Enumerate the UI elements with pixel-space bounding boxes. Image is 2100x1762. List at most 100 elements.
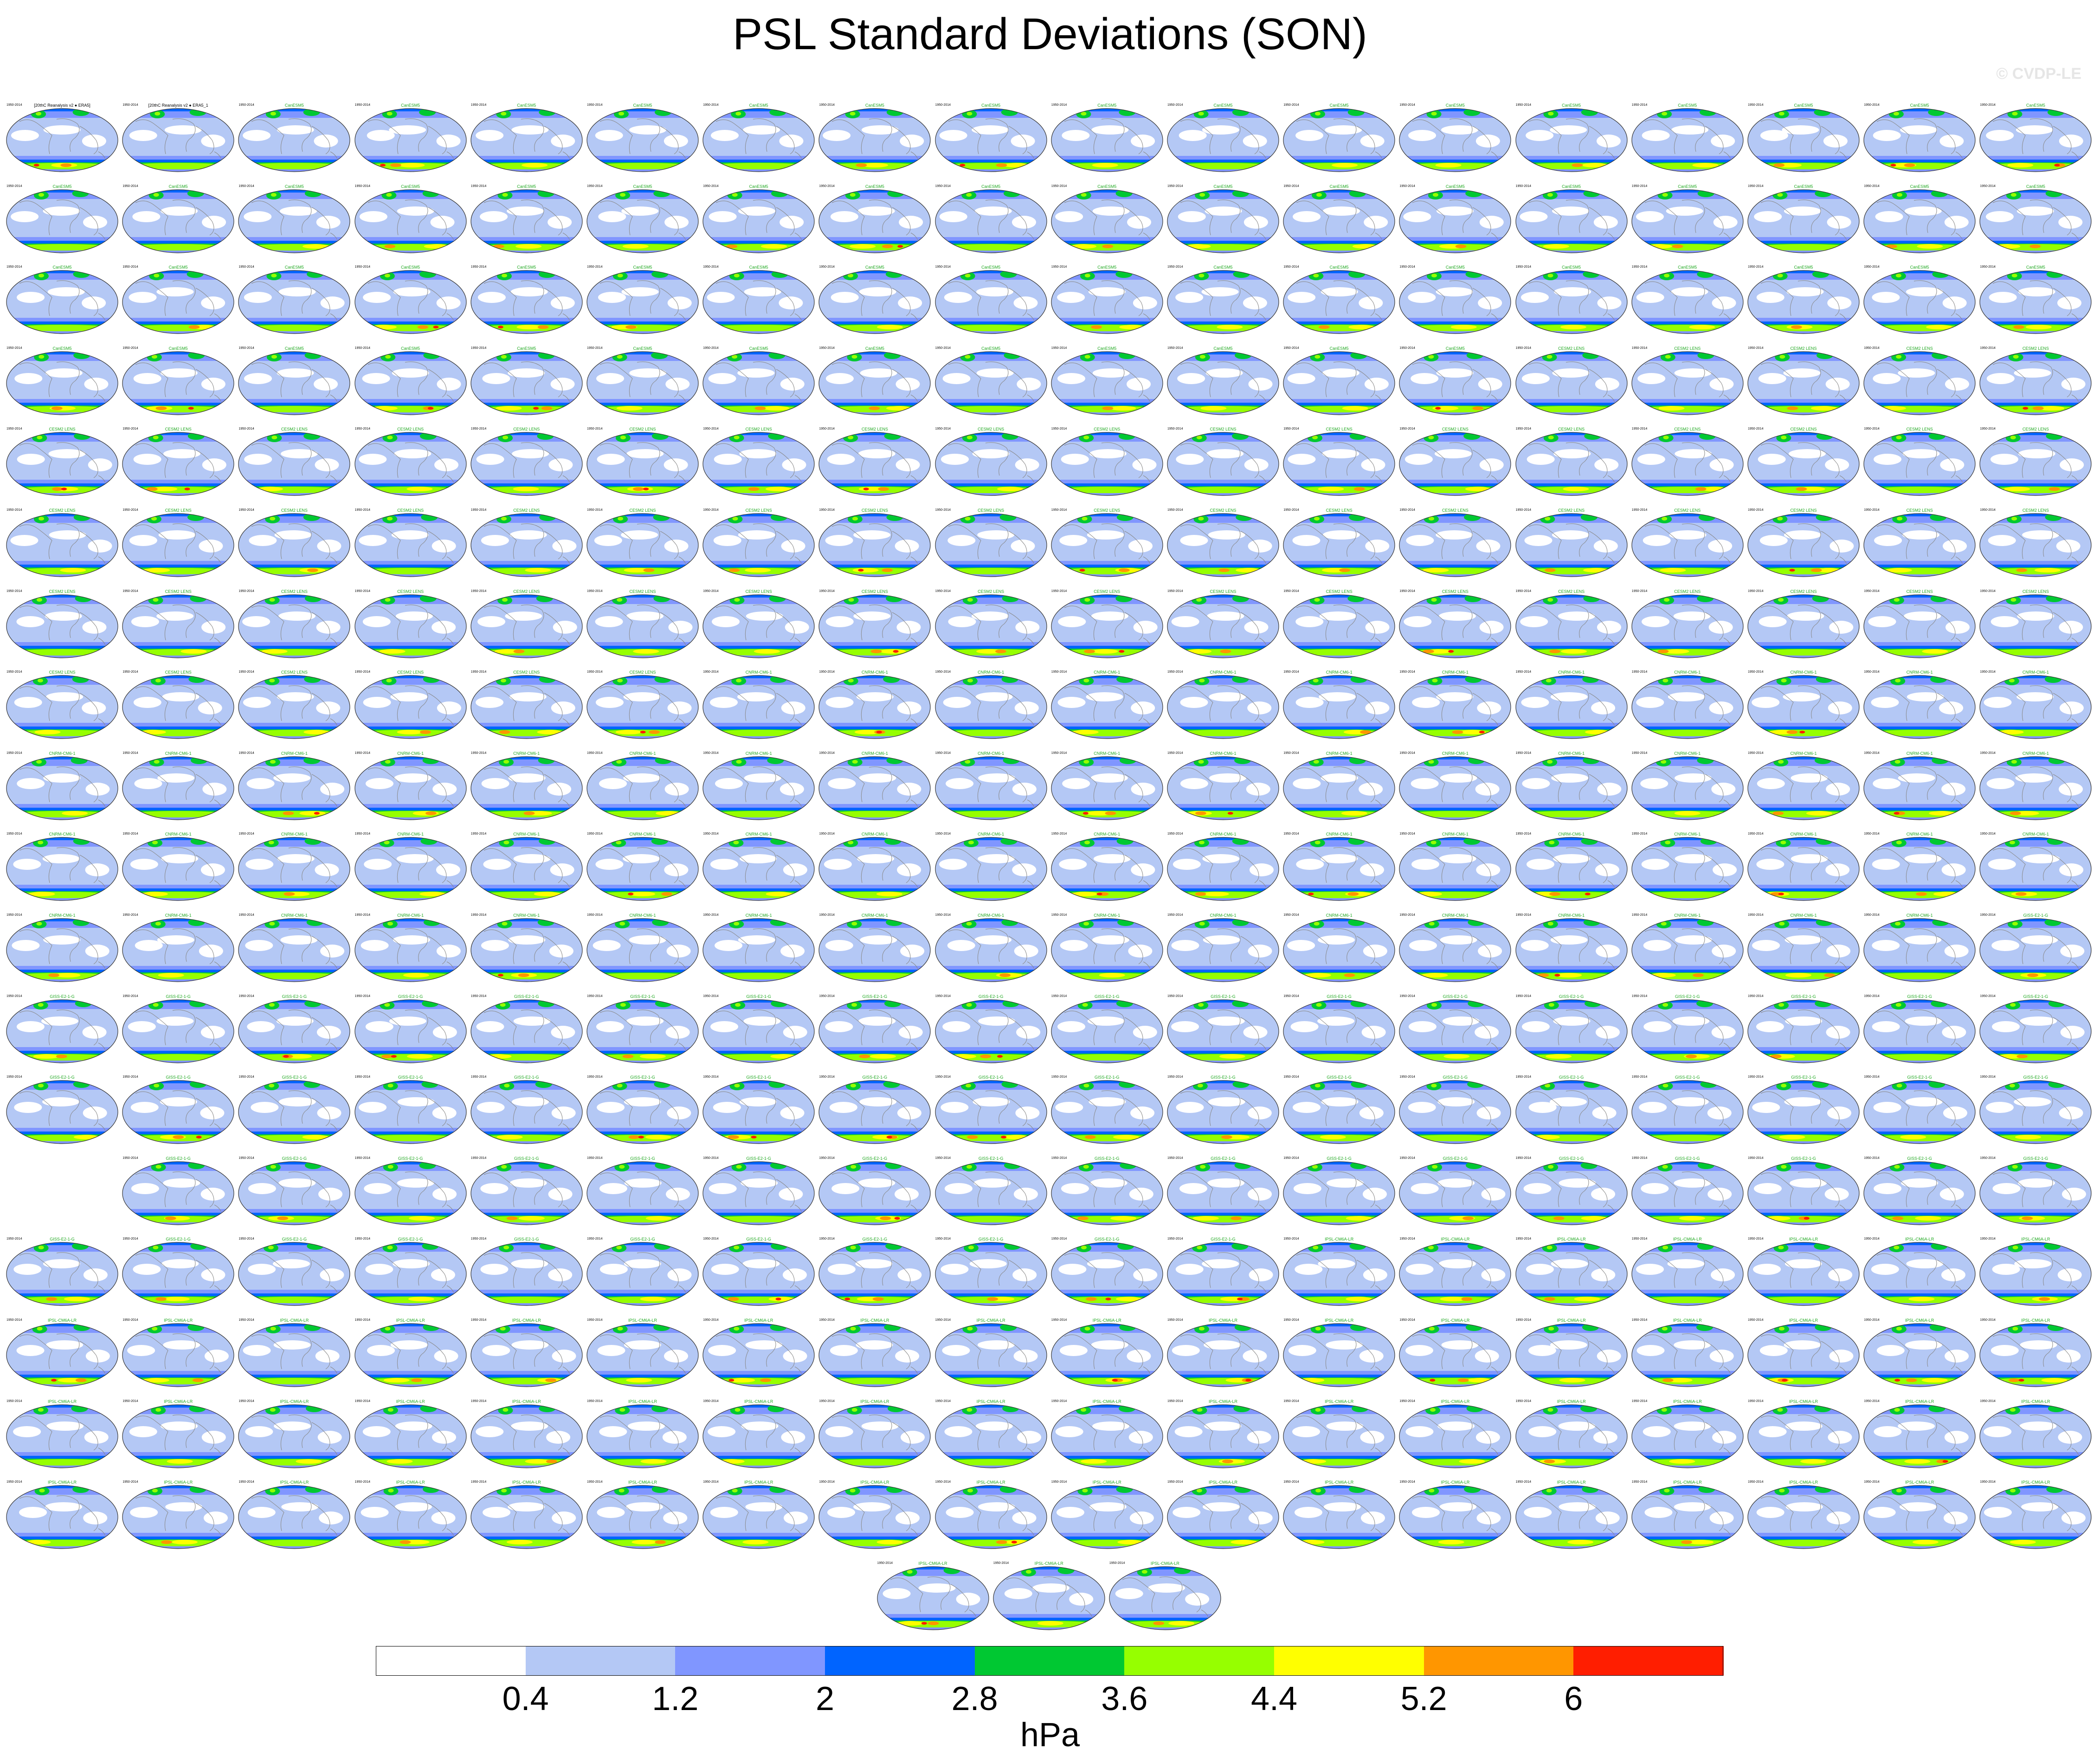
map-panel: 1950-2014 CNRM-CM6-1 (586, 751, 699, 821)
tropical-low-sd (859, 287, 897, 297)
map-panel: 1950-2014 CanESM5 (702, 184, 815, 254)
southern-ocean-sd-peak (537, 325, 549, 329)
panel-title: CNRM-CM6-1 (1790, 832, 1817, 837)
map-panel: 1950-2014 CNRM-CM6-1 (1282, 832, 1396, 901)
sd-band (1748, 594, 1859, 598)
tropical-low-sd (595, 697, 624, 708)
panel-title: GISS-E2-1-G (2023, 913, 2048, 918)
southern-ocean-sd-peak (1192, 1215, 1219, 1221)
tropical-low-sd (629, 125, 667, 135)
tropical-low-sd (1205, 206, 1242, 216)
continent-outline (251, 118, 338, 159)
world-map-heatmap (934, 675, 1047, 739)
aleutian-sd-core (154, 759, 160, 764)
aleutian-sd-core (2011, 193, 2017, 197)
tropical-low-sd (939, 859, 967, 870)
southern-ocean-sd-peak (1118, 568, 1130, 572)
tropical-low-sd (860, 368, 898, 378)
map-panel: 1950-2014 GISS-E2-1-G (818, 1156, 931, 1226)
world-map-heatmap (1631, 513, 1744, 577)
world-map-heatmap (6, 351, 118, 415)
tropical-low-sd (663, 135, 688, 148)
tropical-low-sd (1868, 616, 1896, 627)
southern-ocean-sd-peak (645, 1135, 671, 1140)
world-map-heatmap (586, 918, 699, 982)
map-border (934, 513, 1047, 577)
panel-title: CanESM5 (1678, 265, 1697, 270)
panel-period-label: 1950-2014 (935, 346, 951, 350)
tropical-low-sd (481, 535, 509, 546)
tropical-low-sd (899, 215, 923, 229)
aleutian-sd-core (966, 922, 972, 926)
tropical-low-sd (1439, 854, 1477, 864)
panel-period-label: 1950-2014 (354, 508, 371, 512)
world-map-heatmap (1747, 999, 1860, 1063)
southern-ocean-sd-peak (1347, 892, 1359, 896)
aleutian-sd-core (387, 922, 393, 926)
southern-ocean-sd (708, 163, 810, 169)
aleutian-sd-core (1781, 679, 1787, 683)
map-border (354, 594, 467, 658)
tropical-low-sd (1939, 135, 1964, 148)
southern-ocean-sd-peak (1810, 568, 1822, 572)
panel-period-label: 1950-2014 (1864, 508, 1880, 512)
panel-period-label: 1950-2014 (1980, 265, 1996, 269)
aleutian-sd-core (1780, 841, 1786, 845)
aleutian-sd-core (1778, 759, 1784, 764)
aleutian-sd-core (152, 841, 158, 845)
world-map-heatmap (1979, 999, 2092, 1063)
southern-ocean-sd (824, 244, 926, 251)
map-panel: 1950-2014 CNRM-CM6-1 (702, 913, 815, 983)
map-panel: 1950-2014 [20thC Reanalysis v2 ● ERA5] (6, 103, 119, 173)
icelandic-sd (2046, 432, 2063, 440)
world-map-heatmap (122, 1080, 234, 1144)
southern-ocean-sd-peak (1549, 649, 1560, 653)
map-panel: 1950-2014 CNRM-CM6-1 (702, 832, 815, 901)
world-map-heatmap (1283, 918, 1395, 982)
map-border (586, 432, 699, 496)
map-border (1399, 351, 1511, 415)
world-map-heatmap (1399, 675, 1511, 739)
sd-band (1515, 837, 1627, 841)
world-map-heatmap (818, 1161, 931, 1225)
aleutian-sd-core (1547, 922, 1553, 926)
panel-title: GISS-E2-1-G (514, 1156, 539, 1161)
panel-title: CESM2 LENS (1210, 589, 1237, 594)
southern-ocean-sd (708, 730, 810, 737)
icelandic-sd (1697, 756, 1714, 764)
southern-ocean-sd-peak (661, 892, 673, 896)
map-border (354, 351, 467, 415)
tropical-low-sd (198, 701, 222, 715)
tropical-low-sd (2060, 458, 2084, 472)
continent-outline (1064, 523, 1151, 564)
world-map-heatmap (6, 108, 118, 172)
map-panel: 1950-2014 GISS-E2-1-G (1863, 994, 1976, 1064)
tropical-low-sd (828, 778, 856, 789)
map-panel: 1950-2014 CNRM-CM6-1 (586, 832, 699, 901)
tropical-low-sd (2059, 782, 2083, 796)
southern-ocean-sd (1868, 163, 1971, 169)
tropical-low-sd (365, 1021, 393, 1032)
tropical-low-sd (1760, 130, 1788, 141)
panel-title: CanESM5 (1910, 265, 1929, 270)
tropical-low-sd (714, 454, 742, 465)
tropical-low-sd (1322, 449, 1359, 459)
world-map-heatmap (1283, 270, 1395, 334)
panel-period-label: 1950-2014 (354, 184, 371, 188)
southern-ocean-sd (1636, 892, 1739, 899)
aleutian-sd-core (503, 759, 509, 764)
panel-title: CESM2 LENS (49, 508, 76, 513)
world-map-heatmap (1747, 513, 1860, 577)
southern-ocean-sd (1288, 973, 1391, 979)
tropical-low-sd (738, 935, 776, 945)
map-panel: 1950-2014 CNRM-CM6-1 (1863, 670, 1976, 740)
panel-title: CanESM5 (633, 265, 652, 270)
world-map-heatmap (702, 351, 815, 415)
continent-outline (1412, 280, 1499, 321)
tropical-low-sd (783, 1025, 807, 1039)
map-panel: 1950-2014 GISS-E2-1-G (122, 1075, 235, 1145)
icelandic-sd (1232, 109, 1249, 116)
world-map-heatmap (1051, 513, 1163, 577)
map-panel: 1950-2014 GISS-E2-1-G (1631, 994, 1744, 1064)
southern-ocean-sd-peak (427, 406, 433, 410)
